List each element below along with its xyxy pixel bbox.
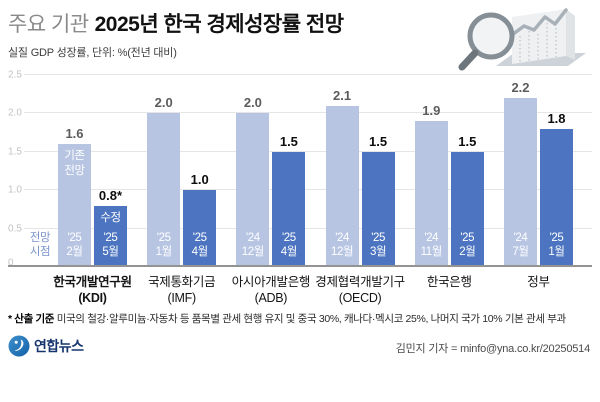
bar-value-label: 2.0 xyxy=(154,95,173,111)
title-prefix: 주요 기관 xyxy=(8,13,89,36)
institution-label: 국제통화기금 (IMF) xyxy=(148,275,216,306)
bar-forecast-date: '25 1월 xyxy=(155,232,173,259)
bar-revised: '25 4월 xyxy=(272,151,306,265)
institution-label: 한국개발연구원 (KDI) xyxy=(53,275,132,306)
bar-value-label: 1.5 xyxy=(279,133,298,149)
bar-previous: '24 12월 xyxy=(236,113,270,265)
bar-revised: '25 3월 xyxy=(361,151,395,265)
institution-label: 정부 xyxy=(527,275,550,289)
bar-previous: '24 11월 xyxy=(414,121,448,265)
bar-previous: '24 7월 xyxy=(504,98,537,265)
bar-forecast-date: '25 5월 xyxy=(102,232,119,259)
header: 주요 기관 2025년 한국 경제성장률 전망 실질 GDP 성장률, 단위: %… xyxy=(8,12,344,60)
y-tick-label: 0.5 xyxy=(8,223,24,235)
bar-previous: '25 1월 xyxy=(147,113,181,265)
footnote-prefix: * 산출 기준 xyxy=(8,313,55,325)
bar-previous: 기존 전망 '25 2월 xyxy=(58,144,91,265)
bar-value-label: 1.6 xyxy=(65,126,84,142)
gridline xyxy=(8,74,592,75)
y-tick-label: 1.5 xyxy=(8,146,24,158)
y-tick-label: 2.0 xyxy=(8,107,24,119)
bar-value-label: 1.5 xyxy=(369,133,388,149)
institution-label: 경제협력개발기구 (OECD) xyxy=(315,275,405,306)
bar-forecast-date: '24 11월 xyxy=(420,232,443,259)
footnote-text: 미국의 철강·알루미늄·자동차 등 품목별 관세 현행 유지 및 중국 30%,… xyxy=(54,313,566,325)
bar-value-label: 2.2 xyxy=(511,80,530,96)
bar-value-label: 1.8 xyxy=(547,110,566,126)
institution-label: 아시아개발은행 (ADB) xyxy=(231,275,311,306)
bar-forecast-date: '24 12월 xyxy=(331,232,354,259)
bar-forecast-date: '24 12월 xyxy=(241,232,265,259)
bar-chart: 0 0.5 1.0 1.5 2.0 2.5 전망 시점 기존 전망 '25 2월 1.6 수정 '25 5월 0… xyxy=(0,69,600,269)
institution-label: 한국은행 xyxy=(426,275,472,289)
x-axis-baseline xyxy=(8,265,592,267)
footnote: * 산출 기준 미국의 철강·알루미늄·자동차 등 품목별 관세 현행 유지 및… xyxy=(8,311,594,326)
title-main: 2025년 한국 경제성장률 전망 xyxy=(94,13,344,36)
yonhap-logo-text: 연합뉴스 xyxy=(34,338,84,354)
bar-forecast-date: '24 7월 xyxy=(512,232,529,259)
gridline xyxy=(8,112,592,114)
bar-series-tag: 기존 전망 xyxy=(64,150,85,177)
chart-subtitle: 실질 GDP 성장률, 단위: %(전년 대비) xyxy=(8,47,177,60)
bar-revised: '25 1월 xyxy=(540,128,573,265)
magnifier-chart-icon xyxy=(458,8,586,71)
bar-forecast-date: '25 1월 xyxy=(548,232,565,259)
bar-revised: 수정 '25 5월 xyxy=(94,205,127,265)
forecast-date-axis-note: 전망 시점 xyxy=(29,232,51,259)
y-tick-label: 1.0 xyxy=(8,184,24,196)
bar-value-label: 1.0 xyxy=(190,172,209,188)
bar-value-label: 2.1 xyxy=(333,87,352,103)
bar-forecast-date: '25 4월 xyxy=(191,232,209,259)
bar-value-label: 2.0 xyxy=(243,95,262,111)
bar-revised: '25 2월 xyxy=(450,151,484,265)
bar-forecast-date: '25 2월 xyxy=(459,232,476,259)
byline-credit: 김민지 기자 = minfo@yna.co.kr/20250514 xyxy=(395,343,590,355)
bar-forecast-date: '25 3월 xyxy=(370,232,387,259)
page-title: 주요 기관 2025년 한국 경제성장률 전망 xyxy=(8,12,344,37)
y-tick-label: 2.5 xyxy=(8,69,24,81)
bar-forecast-date: '25 2월 xyxy=(66,232,83,259)
y-tick-label: 0 xyxy=(8,257,16,269)
bar-revised: '25 4월 xyxy=(183,190,217,265)
bar-value-label: 1.5 xyxy=(458,133,477,149)
bar-previous: '24 12월 xyxy=(325,105,359,265)
institution-labels: 한국개발연구원 (KDI) 국제통화기금 (IMF) 아시아개발은행 (ADB) 경제협력개… xyxy=(0,274,600,306)
brand: 연합뉴스 xyxy=(8,335,84,357)
gridline xyxy=(8,150,592,152)
bar-series-tag: 수정 xyxy=(100,211,121,224)
bar-value-label: 1.9 xyxy=(422,103,441,119)
yonhap-logo-icon xyxy=(8,335,30,357)
bar-forecast-date: '25 4월 xyxy=(280,232,298,259)
bar-value-label: 0.8* xyxy=(98,187,123,203)
